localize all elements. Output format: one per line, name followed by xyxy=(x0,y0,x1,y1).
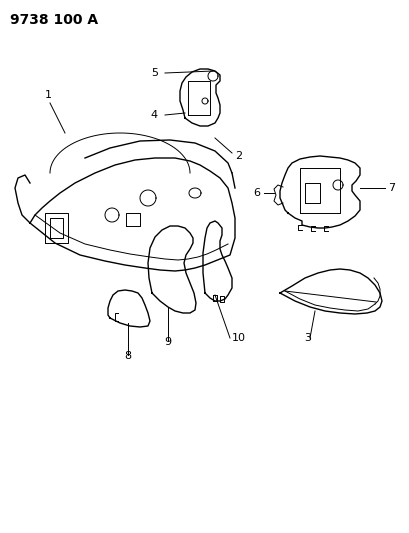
Text: 1: 1 xyxy=(45,90,52,100)
Text: 8: 8 xyxy=(124,351,131,361)
Text: 9738 100 A: 9738 100 A xyxy=(10,13,98,27)
Text: 10: 10 xyxy=(231,333,245,343)
Text: 2: 2 xyxy=(234,151,242,161)
Text: 7: 7 xyxy=(387,183,394,193)
Text: 3: 3 xyxy=(304,333,311,343)
Text: 6: 6 xyxy=(252,188,259,198)
Text: 5: 5 xyxy=(151,68,157,78)
Text: 4: 4 xyxy=(151,110,157,120)
Text: 9: 9 xyxy=(164,337,171,347)
